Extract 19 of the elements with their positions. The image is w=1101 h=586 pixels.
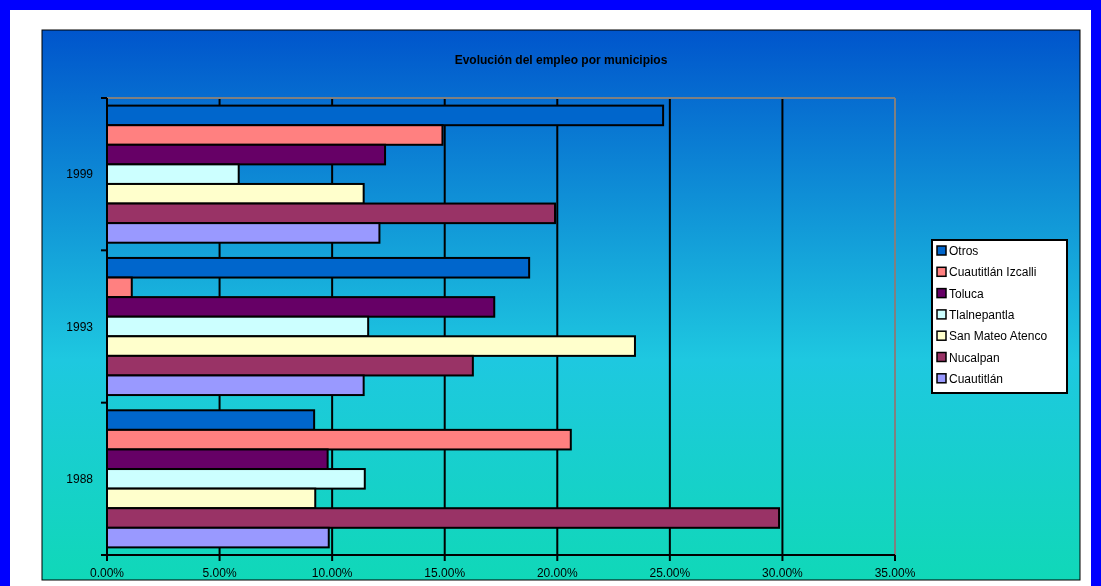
- x-tick-label: 15.00%: [424, 566, 466, 580]
- legend-label: Cuautitlán: [949, 371, 1004, 386]
- y-tick-label: 1993: [66, 319, 94, 334]
- x-tick-label: 5.00%: [202, 566, 237, 580]
- legend-label: Toluca: [949, 286, 985, 301]
- legend-label: Cuautitlán Izcalli: [949, 265, 1037, 280]
- x-tick-label: 0.00%: [89, 566, 125, 580]
- y-tick-label: 1999: [66, 167, 94, 182]
- legend-label: Otros: [949, 244, 979, 258]
- x-tick-label: 35.00%: [874, 566, 916, 580]
- chart-title: Evolución del empleo por municipios: [454, 53, 668, 67]
- legend-label: San Mateo Atenco: [949, 329, 1048, 344]
- y-tick-label: 1988: [66, 471, 94, 486]
- x-tick-label: 30.00%: [762, 566, 804, 580]
- legend-label: Tlalnepantla: [949, 307, 1015, 322]
- x-tick-label: 20.00%: [536, 566, 578, 580]
- x-tick-label: 10.00%: [311, 566, 353, 580]
- legend-label: Nucalpan: [949, 350, 1000, 365]
- x-tick-label: 25.00%: [649, 566, 691, 580]
